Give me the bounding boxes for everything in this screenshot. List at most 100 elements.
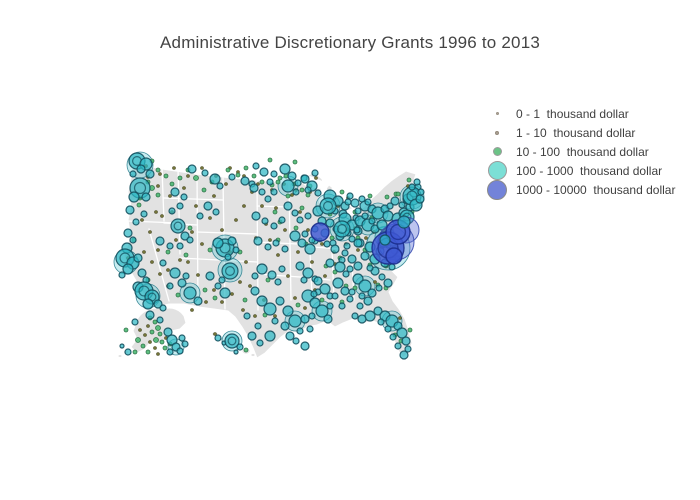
- map-bubble[interactable]: [235, 172, 241, 178]
- map-bubble[interactable]: [208, 216, 212, 220]
- map-bubble[interactable]: [154, 210, 158, 214]
- map-bubble[interactable]: [146, 324, 150, 328]
- map-bubble[interactable]: [281, 179, 295, 193]
- map-bubble[interactable]: [364, 236, 368, 240]
- map-bubble[interactable]: [415, 194, 425, 204]
- map-bubble[interactable]: [401, 336, 411, 346]
- map-bubble[interactable]: [398, 316, 402, 320]
- map-bubble[interactable]: [342, 270, 350, 278]
- map-bubble[interactable]: [326, 302, 334, 310]
- map-bubble[interactable]: [205, 271, 215, 281]
- map-bubble[interactable]: [252, 162, 260, 170]
- map-bubble[interactable]: [136, 202, 142, 208]
- map-bubble[interactable]: [160, 214, 164, 218]
- map-bubble[interactable]: [138, 328, 142, 332]
- map-bubble[interactable]: [241, 308, 245, 312]
- map-bubble[interactable]: [384, 194, 390, 200]
- map-bubble[interactable]: [132, 349, 138, 355]
- map-bubble[interactable]: [177, 175, 183, 181]
- map-bubble[interactable]: [145, 310, 155, 320]
- map-bubble[interactable]: [172, 166, 176, 170]
- map-bubble[interactable]: [155, 167, 161, 173]
- map-bubble[interactable]: [201, 169, 209, 177]
- map-bubble[interactable]: [314, 189, 322, 197]
- map-bubble[interactable]: [153, 346, 157, 350]
- map-bubble[interactable]: [158, 272, 162, 276]
- map-bubble[interactable]: [397, 215, 411, 229]
- map-bubble[interactable]: [169, 181, 175, 187]
- map-bubble[interactable]: [212, 237, 224, 249]
- map-bubble[interactable]: [180, 193, 188, 201]
- map-bubble[interactable]: [275, 296, 285, 306]
- map-bubble[interactable]: [319, 197, 337, 215]
- map-bubble[interactable]: [273, 314, 277, 318]
- map-bubble[interactable]: [292, 188, 300, 196]
- map-bubble[interactable]: [319, 297, 325, 303]
- map-bubble[interactable]: [404, 345, 412, 353]
- map-bubble[interactable]: [280, 321, 290, 331]
- map-bubble[interactable]: [214, 282, 222, 290]
- map-bubble[interactable]: [225, 167, 231, 173]
- map-bubble[interactable]: [183, 252, 189, 258]
- map-bubble[interactable]: [323, 274, 327, 278]
- map-bubble[interactable]: [202, 287, 208, 293]
- map-bubble[interactable]: [186, 236, 194, 244]
- map-bubble[interactable]: [272, 209, 278, 215]
- map-bubble[interactable]: [285, 331, 295, 341]
- map-bubble[interactable]: [300, 341, 310, 351]
- map-bubble[interactable]: [274, 278, 282, 286]
- map-bubble[interactable]: [187, 164, 197, 174]
- map-bubble[interactable]: [136, 164, 146, 174]
- map-bubble[interactable]: [264, 195, 272, 203]
- map-bubble[interactable]: [333, 220, 351, 238]
- map-bubble[interactable]: [346, 295, 354, 303]
- map-bubble[interactable]: [413, 178, 421, 186]
- map-bubble[interactable]: [278, 216, 286, 224]
- map-bubble[interactable]: [213, 332, 217, 336]
- map-bubble[interactable]: [266, 178, 274, 186]
- map-bubble[interactable]: [283, 173, 289, 179]
- map-bubble[interactable]: [270, 170, 278, 178]
- map-bubble[interactable]: [193, 175, 199, 181]
- map-bubble[interactable]: [344, 198, 352, 206]
- map-bubble[interactable]: [399, 350, 409, 360]
- map-bubble[interactable]: [302, 267, 314, 279]
- map-bubble[interactable]: [214, 334, 222, 342]
- map-bubble[interactable]: [293, 296, 297, 300]
- map-bubble[interactable]: [353, 261, 363, 271]
- map-bubble[interactable]: [300, 276, 308, 284]
- map-bubble[interactable]: [390, 196, 400, 206]
- map-bubble[interactable]: [296, 216, 304, 224]
- map-bubble[interactable]: [133, 253, 143, 263]
- map-bubble[interactable]: [156, 248, 160, 252]
- map-bubble[interactable]: [129, 170, 137, 178]
- map-bubble[interactable]: [270, 222, 278, 230]
- map-bubble[interactable]: [386, 202, 394, 210]
- map-bubble[interactable]: [308, 312, 316, 320]
- map-bubble[interactable]: [118, 271, 126, 279]
- map-bubble[interactable]: [388, 263, 396, 271]
- map-bubble[interactable]: [329, 235, 335, 241]
- map-bubble[interactable]: [156, 316, 164, 324]
- legend-item-0[interactable]: 0 - 1 thousand dollar: [478, 104, 675, 123]
- map-bubble[interactable]: [212, 288, 216, 292]
- map-bubble[interactable]: [253, 236, 263, 246]
- map-bubble[interactable]: [186, 174, 190, 178]
- map-bubble[interactable]: [289, 230, 301, 242]
- map-bubble[interactable]: [295, 302, 301, 308]
- map-bubble[interactable]: [310, 290, 318, 298]
- map-bubble[interactable]: [128, 191, 140, 203]
- map-bubble[interactable]: [368, 217, 376, 225]
- map-bubble[interactable]: [395, 191, 401, 197]
- map-bubble[interactable]: [389, 333, 397, 341]
- map-bubble[interactable]: [261, 217, 269, 225]
- map-bubble[interactable]: [300, 314, 310, 324]
- map-bubble[interactable]: [140, 343, 146, 349]
- map-bubble[interactable]: [384, 325, 392, 333]
- map-bubble[interactable]: [178, 334, 186, 342]
- map-bubble[interactable]: [408, 183, 416, 191]
- map-bubble[interactable]: [216, 182, 224, 190]
- map-bubble[interactable]: [332, 277, 344, 289]
- map-bubble[interactable]: [283, 228, 287, 232]
- map-bubble[interactable]: [181, 340, 189, 348]
